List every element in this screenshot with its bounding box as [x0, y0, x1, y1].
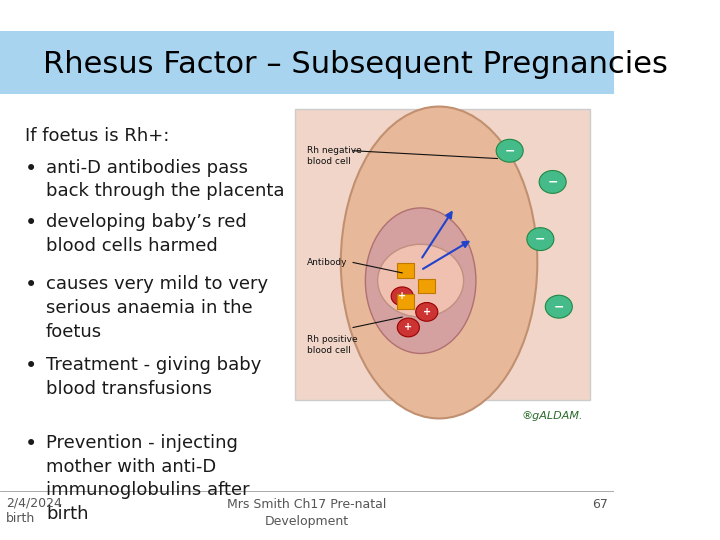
Circle shape: [545, 295, 572, 318]
Text: If foetus is Rh+:: If foetus is Rh+:: [24, 127, 169, 145]
Text: +: +: [405, 322, 413, 333]
Text: Rh negative
blood cell: Rh negative blood cell: [307, 146, 361, 166]
Text: 2/4/2024
birth: 2/4/2024 birth: [6, 496, 62, 525]
Text: +: +: [423, 307, 431, 317]
FancyBboxPatch shape: [294, 109, 590, 400]
Text: Antibody: Antibody: [307, 258, 348, 267]
Text: 67: 67: [592, 498, 608, 511]
Circle shape: [539, 171, 566, 193]
Text: +: +: [398, 291, 406, 301]
Text: −: −: [535, 233, 546, 246]
Circle shape: [415, 302, 438, 321]
Text: −: −: [547, 176, 558, 188]
FancyBboxPatch shape: [0, 31, 614, 93]
Ellipse shape: [341, 106, 537, 419]
Text: developing baby’s red
blood cells harmed: developing baby’s red blood cells harmed: [46, 213, 247, 255]
Text: anti-D antibodies pass
back through the placenta: anti-D antibodies pass back through the …: [46, 159, 284, 200]
Text: Mrs Smith Ch17 Pre-natal
Development: Mrs Smith Ch17 Pre-natal Development: [228, 498, 387, 528]
Text: Rh positive
blood cell: Rh positive blood cell: [307, 335, 358, 355]
Text: causes very mild to very
serious anaemia in the
foetus: causes very mild to very serious anaemia…: [46, 275, 268, 341]
FancyBboxPatch shape: [397, 294, 414, 309]
Circle shape: [397, 318, 420, 337]
FancyBboxPatch shape: [418, 279, 436, 293]
Circle shape: [527, 228, 554, 251]
Text: Rhesus Factor – Subsequent Pregnancies: Rhesus Factor – Subsequent Pregnancies: [43, 50, 668, 79]
Text: •: •: [24, 356, 37, 376]
Text: •: •: [24, 434, 37, 454]
Text: •: •: [24, 275, 37, 295]
Text: Prevention - injecting
mother with anti-D
immunoglobulins after
birth: Prevention - injecting mother with anti-…: [46, 434, 250, 523]
Ellipse shape: [365, 208, 476, 354]
Text: −: −: [505, 144, 515, 157]
FancyBboxPatch shape: [397, 263, 414, 278]
Circle shape: [496, 139, 523, 162]
Circle shape: [391, 287, 413, 306]
Text: Treatment - giving baby
blood transfusions: Treatment - giving baby blood transfusio…: [46, 356, 261, 397]
Text: •: •: [24, 213, 37, 233]
Text: •: •: [24, 159, 37, 179]
Circle shape: [378, 244, 464, 317]
Text: ®gALDAM.: ®gALDAM.: [522, 410, 583, 421]
Text: −: −: [554, 300, 564, 313]
